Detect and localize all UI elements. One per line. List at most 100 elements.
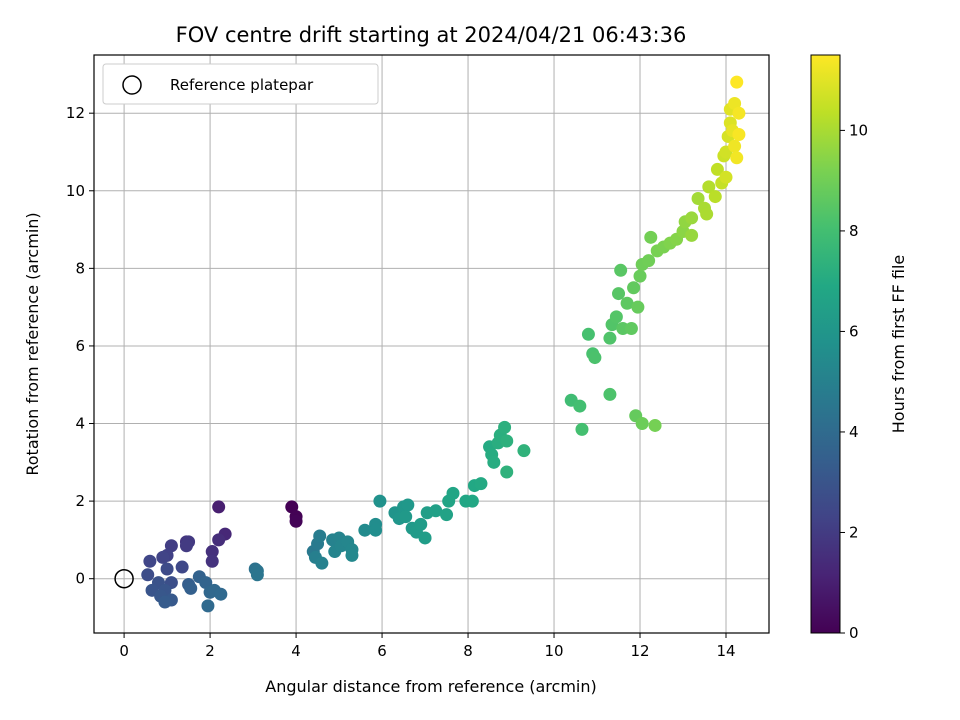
data-point — [141, 568, 155, 582]
data-point — [719, 170, 733, 184]
plot-frame — [93, 54, 770, 634]
reference-marker — [114, 568, 134, 589]
colorbar-tick-label: 4 — [849, 423, 859, 441]
colorbar-ticks: 0 2 4 6 8 10 — [840, 121, 868, 642]
data-point — [603, 387, 617, 401]
data-point — [730, 151, 744, 165]
data-point — [285, 500, 299, 514]
y-tick-label: 8 — [75, 259, 85, 277]
data-point — [418, 531, 432, 545]
data-point — [313, 529, 327, 543]
colorbar: 0 2 4 6 8 10 Hours from first FF file — [810, 54, 908, 642]
data-point — [648, 418, 662, 432]
data-point — [201, 599, 215, 613]
data-point — [474, 477, 488, 491]
x-tick-label: 2 — [205, 642, 215, 660]
data-point — [214, 587, 228, 601]
data-point — [631, 300, 645, 314]
x-tick-label: 0 — [119, 642, 129, 660]
data-point — [369, 523, 383, 537]
legend-entry-reference: Reference platepar — [170, 76, 314, 94]
x-tick-label: 4 — [291, 642, 301, 660]
data-point — [732, 128, 746, 142]
colorbar-tick-label: 2 — [849, 523, 859, 541]
legend: Reference platepar — [102, 63, 379, 105]
y-tick-label: 12 — [66, 104, 85, 122]
chart-title: FOV centre drift starting at 2024/04/21 … — [176, 23, 687, 47]
data-point — [614, 263, 628, 277]
data-point — [498, 420, 512, 434]
data-point — [691, 192, 705, 206]
y-tick-label: 2 — [75, 492, 85, 510]
colorbar-tick-label: 0 — [849, 624, 859, 642]
data-point — [685, 228, 699, 242]
data-point — [164, 539, 178, 553]
x-tick-label: 12 — [630, 642, 649, 660]
data-point — [624, 321, 638, 335]
colorbar-gradient — [810, 54, 841, 634]
data-point — [642, 254, 656, 268]
data-point — [156, 550, 170, 564]
data-point — [399, 510, 413, 524]
colorbar-tick-label: 10 — [849, 121, 868, 139]
data-point — [358, 523, 372, 537]
x-tick-label: 14 — [716, 642, 735, 660]
data-point — [487, 455, 501, 469]
data-point — [465, 494, 479, 508]
data-point — [446, 486, 460, 500]
data-point — [627, 281, 641, 295]
data-point — [620, 296, 634, 310]
data-point — [373, 494, 387, 508]
data-point — [289, 514, 303, 528]
legend-marker — [122, 75, 142, 95]
y-tick-label: 4 — [75, 415, 85, 433]
y-axis-ticks: 0 2 4 6 8 10 12 — [66, 104, 94, 588]
data-point — [500, 434, 514, 448]
data-point — [517, 444, 531, 458]
data-point — [633, 269, 647, 283]
data-point — [175, 560, 189, 574]
data-point — [205, 554, 219, 568]
data-point — [500, 465, 514, 479]
data-point — [588, 351, 602, 365]
data-point — [732, 106, 746, 120]
data-point — [199, 576, 213, 590]
data-point — [700, 207, 714, 221]
data-point — [708, 190, 722, 204]
data-points — [141, 75, 746, 613]
x-tick-label: 6 — [377, 642, 387, 660]
y-tick-label: 6 — [75, 337, 85, 355]
x-axis-ticks: 0 2 4 6 8 10 12 14 — [119, 633, 736, 660]
data-point — [315, 556, 329, 570]
legend-box — [102, 63, 379, 105]
data-point — [250, 568, 264, 582]
colorbar-label: Hours from first FF file — [889, 255, 908, 434]
data-point — [609, 310, 623, 324]
data-point — [728, 139, 742, 153]
data-point — [414, 517, 428, 531]
data-point — [212, 500, 226, 514]
data-point — [685, 211, 699, 225]
colorbar-tick-label: 6 — [849, 322, 859, 340]
data-point — [345, 548, 359, 562]
data-point — [205, 545, 219, 559]
data-point — [212, 533, 226, 547]
data-point — [581, 327, 595, 341]
data-point — [575, 422, 589, 436]
data-point — [644, 230, 658, 244]
data-point — [710, 162, 724, 176]
data-point — [401, 498, 415, 512]
data-point — [612, 287, 626, 301]
data-point — [143, 554, 157, 568]
data-point — [429, 504, 443, 518]
data-point — [179, 539, 193, 553]
data-point — [603, 331, 617, 345]
data-point — [730, 75, 744, 89]
data-point — [635, 417, 649, 431]
x-axis-label: Angular distance from reference (arcmin) — [265, 677, 596, 696]
colorbar-tick-label: 8 — [849, 222, 859, 240]
data-point — [728, 96, 742, 110]
y-tick-label: 0 — [75, 570, 85, 588]
data-point — [184, 581, 198, 595]
